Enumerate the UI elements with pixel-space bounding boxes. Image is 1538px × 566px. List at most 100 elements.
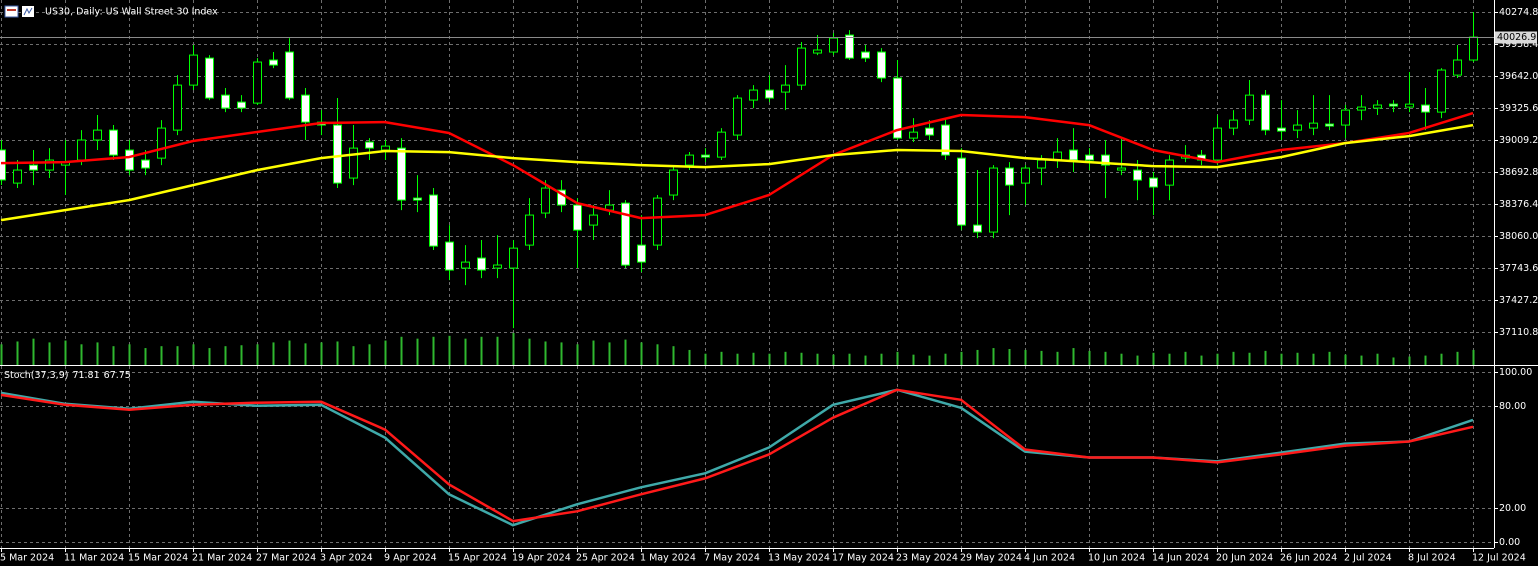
candle-body	[205, 57, 214, 99]
candle-body	[477, 257, 486, 271]
y-tick-label: 39642.0	[1499, 71, 1538, 82]
candle-body	[1277, 127, 1286, 132]
moving-average	[0, 111, 1474, 220]
y-tick-label: 38376.4	[1499, 199, 1538, 210]
current-price-box	[1495, 31, 1537, 44]
candle-body	[653, 197, 662, 246]
candle-body	[797, 47, 806, 86]
candle-body	[509, 247, 518, 269]
candle-body	[1261, 94, 1270, 131]
indicator-value: 67.75	[104, 370, 131, 381]
candle-body	[237, 101, 246, 109]
candle-body	[0, 149, 6, 181]
candle-body	[749, 89, 758, 101]
candle-body	[381, 145, 390, 151]
x-tick-label: 3 Apr 2024	[320, 553, 373, 564]
x-tick-label: 29 May 2024	[960, 553, 1022, 564]
candle-body	[717, 131, 726, 158]
candle-body	[1389, 103, 1398, 107]
candle-body	[413, 197, 422, 201]
candle-body	[957, 157, 966, 226]
x-tick-label: 21 Mar 2024	[192, 553, 252, 564]
candle-body	[701, 154, 710, 158]
candle-body	[1357, 106, 1366, 111]
x-tick-label: 13 May 2024	[768, 553, 830, 564]
x-tick-label: 11 Mar 2024	[64, 553, 124, 564]
candle-body	[109, 129, 118, 156]
candle-body	[861, 51, 870, 59]
x-tick-label: 25 Apr 2024	[576, 553, 635, 564]
candle-body	[893, 77, 902, 139]
marks-layer	[0, 11, 1494, 527]
y-tick-label: 37110.8	[1499, 327, 1538, 338]
candle-body	[685, 154, 694, 166]
candle-body	[221, 94, 230, 109]
candle-body	[1101, 154, 1110, 166]
indicator-label: Stoch(37,3,9) 71.81 67.75	[4, 370, 131, 381]
candle-body	[157, 127, 166, 159]
candle-body	[573, 204, 582, 231]
x-tick-label: 17 May 2024	[832, 553, 894, 564]
grid-layer	[0, 0, 1494, 548]
candle-body	[669, 169, 678, 196]
candle-body	[445, 241, 454, 271]
chart-title: US30, Daily: US Wall Street 30 Index	[45, 7, 218, 18]
x-tick-label: 26 Jun 2024	[1280, 553, 1337, 564]
candle-body	[141, 159, 150, 169]
x-tick-label: 15 Apr 2024	[448, 553, 507, 564]
y-tick-label: 37427.2	[1499, 295, 1538, 306]
candle-body	[925, 127, 934, 136]
y-tick-label: 39958.4	[1499, 39, 1538, 50]
candle-body	[93, 129, 102, 141]
x-tick-label: 8 Jul 2024	[1408, 553, 1456, 564]
candle-body	[1229, 119, 1238, 129]
candle-body	[909, 131, 918, 139]
candle-body	[589, 214, 598, 226]
candle-body	[1165, 159, 1174, 186]
x-tick-label: 2 Jul 2024	[1344, 553, 1392, 564]
x-tick-label: 27 Mar 2024	[256, 553, 316, 564]
y-tick-label: 37743.6	[1499, 263, 1538, 274]
x-tick-label: 1 May 2024	[640, 553, 696, 564]
candle-body	[397, 147, 406, 201]
candle-body	[989, 167, 998, 233]
candle-body	[621, 202, 630, 266]
candle-body	[13, 169, 22, 184]
moving-average	[0, 123, 1474, 222]
candle-body	[1213, 127, 1222, 161]
stochastic-line	[0, 388, 1474, 523]
candle-body	[45, 159, 54, 171]
candle-body	[1133, 169, 1142, 181]
candle-body	[1421, 104, 1430, 113]
candle-body	[765, 89, 774, 99]
x-tick-label: 14 Jun 2024	[1152, 553, 1209, 564]
candle-body	[1453, 59, 1462, 76]
candle-body	[461, 261, 470, 269]
indicator-title: Stoch(37,3,9)	[4, 370, 68, 381]
x-tick-label: 12 Jul 2024	[1472, 553, 1526, 564]
y-tick-label: 38692.8	[1499, 167, 1538, 178]
candle-body	[429, 194, 438, 247]
candle-body	[1005, 167, 1014, 186]
y-tick-label: 40274.8	[1499, 7, 1538, 18]
candle-body	[1341, 109, 1350, 126]
y-tick-label: 38060.0	[1499, 231, 1538, 242]
y-tick-label: 80.00	[1499, 401, 1526, 412]
candle-body	[269, 59, 278, 66]
candle-body	[1245, 94, 1254, 121]
x-tick-label: 7 May 2024	[704, 553, 760, 564]
candle-body	[1149, 177, 1158, 188]
y-tick-label: 39325.6	[1499, 103, 1538, 114]
x-tick-label: 9 Apr 2024	[384, 553, 437, 564]
candle-body	[301, 94, 310, 123]
indicator-value: 71.81	[72, 370, 99, 381]
candle-body	[173, 84, 182, 131]
candle-body	[973, 224, 982, 233]
candle-body	[813, 49, 822, 54]
candle-body	[781, 84, 790, 93]
y-tick-label: 39009.2	[1499, 135, 1538, 146]
current-price-label: 40026.9	[1497, 32, 1536, 43]
x-tick-label: 20 Jun 2024	[1216, 553, 1273, 564]
